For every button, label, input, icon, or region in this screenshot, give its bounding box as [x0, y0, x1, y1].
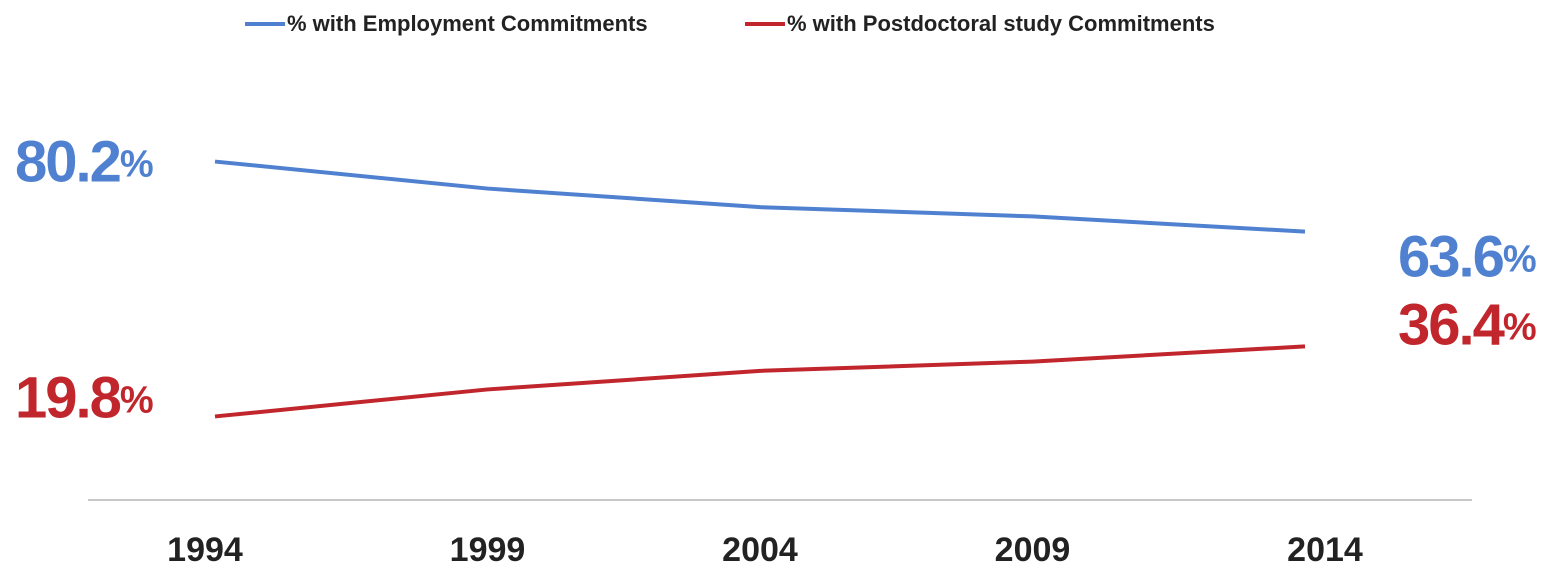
value-label: 19.8%	[15, 366, 153, 431]
legend-label: % with Postdoctoral study Commitments	[787, 11, 1215, 36]
series-line	[214, 344, 1306, 419]
x-tick-label: 2009	[995, 531, 1071, 569]
x-tick-label: 1999	[450, 531, 526, 569]
x-tick-label: 1994	[167, 531, 243, 569]
value-label: 63.6%	[1398, 225, 1536, 290]
x-tick-label: 2014	[1287, 531, 1363, 569]
legend-label: % with Employment Commitments	[287, 11, 648, 36]
value-label: 36.4%	[1398, 293, 1536, 358]
series-line	[214, 159, 1306, 234]
x-tick-label: 2004	[722, 531, 798, 569]
value-label: 80.2%	[15, 130, 153, 195]
